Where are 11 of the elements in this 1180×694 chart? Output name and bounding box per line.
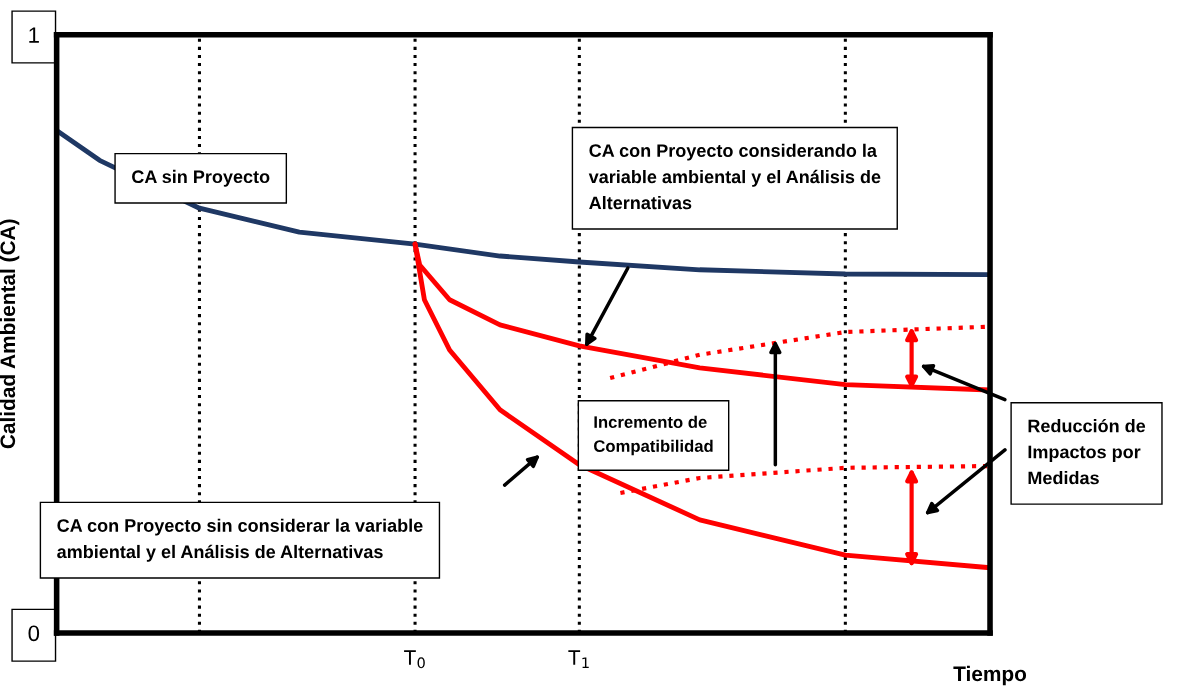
annotation: CA con Proyecto considerando la variable ambiental y el Análisis de Alternativas bbox=[588, 143, 881, 210]
x-tick-label: T$_{0}$ bbox=[404, 650, 425, 669]
text: Reducción de Impactos por Medidas bbox=[1028, 418, 1146, 485]
y-axis-title: Calidad Ambiental (CA) bbox=[0, 219, 20, 449]
y-tick-label: 1 bbox=[29, 27, 39, 43]
x-tick-label: T$_{1}$ bbox=[568, 650, 589, 669]
annotation: Incremento de Compatibilidad bbox=[594, 415, 713, 456]
x-axis-title: Tiempo bbox=[953, 665, 1027, 686]
annotation: CA sin Proyecto bbox=[132, 169, 270, 187]
annotation: CA con Proyecto sin considerar la variable ambiental y el Análisis de Alternativas bbox=[57, 518, 423, 562]
y-tick-label: 0 bbox=[28, 625, 40, 642]
